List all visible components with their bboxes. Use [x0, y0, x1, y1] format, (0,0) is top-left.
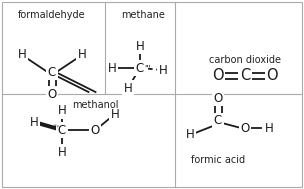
- Text: C: C: [48, 66, 56, 78]
- Text: H: H: [108, 61, 116, 74]
- Text: H: H: [18, 49, 26, 61]
- Text: H: H: [265, 122, 274, 135]
- Text: methanol: methanol: [72, 100, 119, 110]
- Text: O: O: [213, 91, 223, 105]
- Text: ''': ''': [144, 64, 151, 74]
- Text: C: C: [58, 123, 66, 136]
- Text: H: H: [111, 108, 119, 121]
- Text: C: C: [214, 115, 222, 128]
- Text: O: O: [240, 122, 250, 135]
- Text: H: H: [58, 105, 66, 118]
- Text: H: H: [124, 81, 132, 94]
- Text: O: O: [266, 68, 278, 84]
- Text: H: H: [186, 129, 194, 142]
- Text: H: H: [58, 146, 66, 159]
- Text: C: C: [240, 68, 250, 84]
- Text: formaldehyde: formaldehyde: [18, 10, 86, 20]
- Text: methane: methane: [121, 10, 165, 20]
- Text: C: C: [136, 61, 144, 74]
- Text: H: H: [136, 40, 144, 53]
- Text: ''': ''': [50, 124, 59, 134]
- Text: formic acid: formic acid: [191, 155, 245, 165]
- Text: H: H: [159, 64, 168, 77]
- Text: H: H: [78, 49, 86, 61]
- Text: O: O: [47, 88, 57, 101]
- Text: O: O: [212, 68, 224, 84]
- Text: carbon dioxide: carbon dioxide: [209, 55, 281, 65]
- Text: O: O: [90, 123, 100, 136]
- Text: H: H: [29, 115, 38, 129]
